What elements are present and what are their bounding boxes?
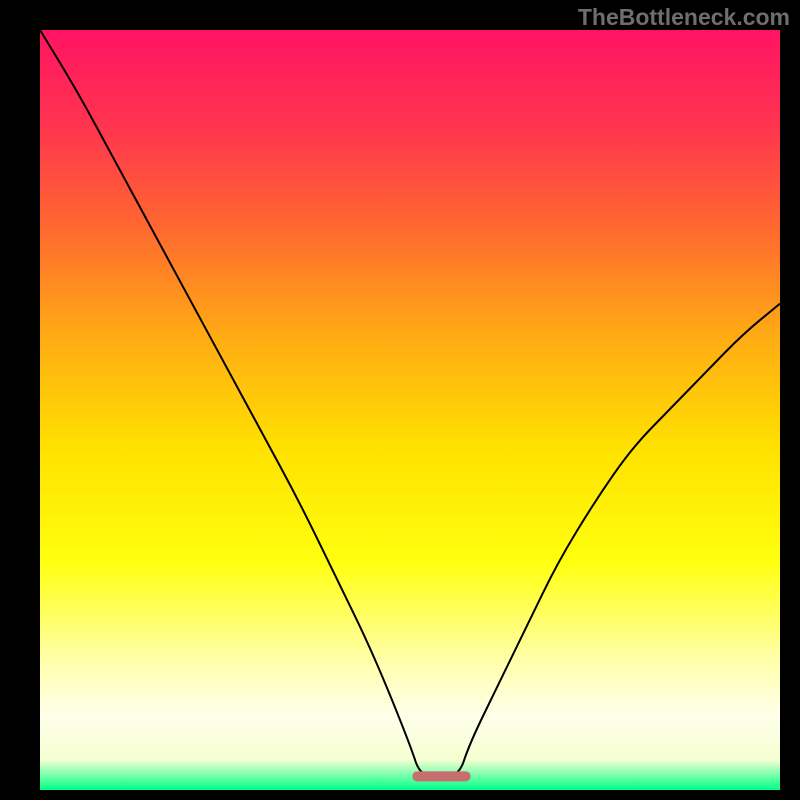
watermark-text: TheBottleneck.com	[578, 4, 790, 31]
chart-svg	[0, 0, 800, 800]
optimal-range-marker	[412, 771, 470, 781]
bottleneck-chart: TheBottleneck.com	[0, 0, 800, 800]
